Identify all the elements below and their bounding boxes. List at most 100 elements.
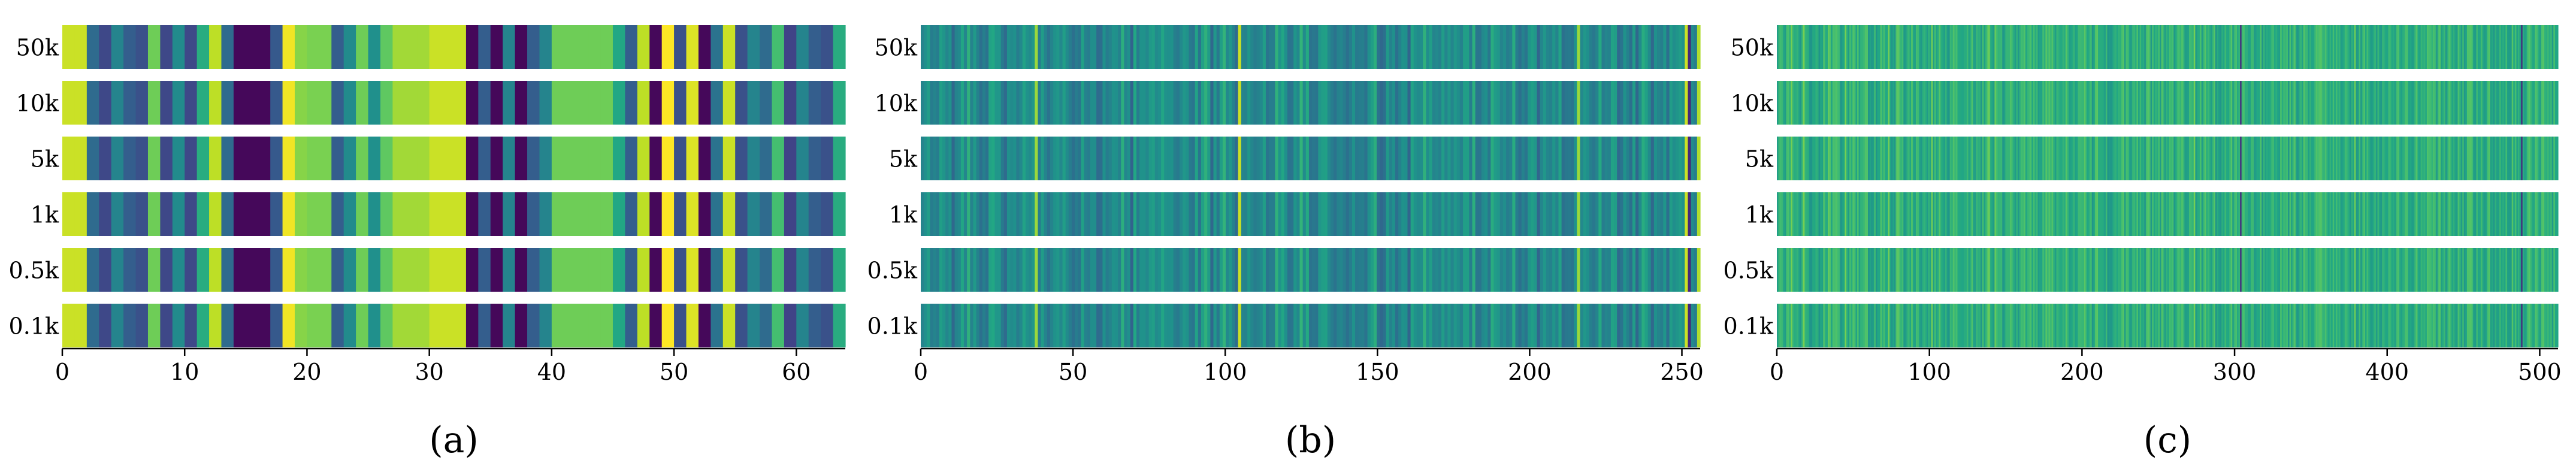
heatmap-cell <box>2471 304 2474 347</box>
heatmap-cell <box>1797 81 1799 125</box>
heatmap-cell <box>2003 304 2006 347</box>
heatmap-cell <box>1835 81 1838 125</box>
heatmap-cell <box>1869 304 1871 347</box>
heatmap-cell <box>1892 81 1895 125</box>
heatmap-cell <box>135 137 149 180</box>
heatmap-cell <box>1857 25 1860 69</box>
heatmap-cell <box>1632 248 1636 292</box>
heatmap-cell <box>1988 81 1991 125</box>
heatmap-cell <box>1936 81 1938 125</box>
heatmap-cell <box>2324 192 2327 236</box>
heatmap-cell <box>2121 248 2123 292</box>
heatmap-row <box>921 192 1701 236</box>
heatmap-cell <box>1598 25 1603 69</box>
heatmap-cell <box>1939 248 1941 292</box>
heatmap-cell <box>772 192 785 236</box>
heatmap-cell <box>1922 304 1924 347</box>
heatmap-cell <box>1832 248 1834 292</box>
heatmap-cell <box>1324 192 1328 236</box>
heatmap-cell <box>1945 81 1948 125</box>
heatmap-cell <box>710 192 724 236</box>
heatmap-cell <box>1891 304 1893 347</box>
heatmap-cell <box>930 248 934 292</box>
heatmap-cell <box>1617 192 1620 236</box>
heatmap-cell <box>747 192 760 236</box>
heatmap-cell <box>1512 248 1516 292</box>
heatmap-cell <box>2152 248 2154 292</box>
heatmap-cell <box>1807 192 1810 236</box>
heatmap-cell <box>1151 304 1156 347</box>
heatmap-cell <box>1478 304 1482 347</box>
heatmap-cell <box>62 137 75 180</box>
heatmap-cell <box>2391 81 2393 125</box>
heatmap-cell <box>2105 81 2108 125</box>
heatmap-cell <box>2489 81 2491 125</box>
heatmap-cell <box>196 81 210 125</box>
heatmap-cell <box>1688 192 1692 236</box>
heatmap-cell <box>2545 248 2548 292</box>
heatmap-cell <box>2519 81 2521 125</box>
heatmap-cell <box>2013 137 2015 180</box>
heatmap-cell <box>954 81 959 125</box>
heatmap-cell <box>2120 137 2122 180</box>
heatmap-cell <box>2091 137 2094 180</box>
heatmap-cell <box>2366 81 2369 125</box>
heatmap-cell <box>833 25 846 69</box>
heatmap-cell <box>1858 248 1861 292</box>
heatmap-cell <box>1441 304 1445 347</box>
heatmap-cell <box>1305 25 1310 69</box>
heatmap-cell <box>1334 137 1337 180</box>
heatmap-cell <box>1035 304 1038 347</box>
heatmap-cell <box>2337 137 2339 180</box>
heatmap-cell <box>1951 248 1954 292</box>
heatmap-cell <box>2507 137 2510 180</box>
heatmap-cell <box>2527 248 2529 292</box>
heatmap-cell <box>1848 137 1850 180</box>
heatmap-cell <box>1985 192 1988 236</box>
heatmap-cell <box>1778 192 1780 236</box>
heatmap-cell <box>1894 248 1897 292</box>
heatmap-cell <box>1290 304 1294 347</box>
heatmap-cell <box>1189 137 1193 180</box>
heatmap-cell <box>1065 81 1069 125</box>
heatmap-cell <box>796 137 809 180</box>
heatmap-cell <box>2431 81 2433 125</box>
heatmap-cell <box>2473 304 2475 347</box>
heatmap-cell <box>1118 192 1121 236</box>
heatmap-cell <box>478 304 491 347</box>
heatmap-cell <box>331 248 344 292</box>
heatmap-cell <box>2102 137 2105 180</box>
heatmap-cell <box>1151 25 1156 69</box>
heatmap-cell <box>2014 25 2017 69</box>
heatmap-cell <box>1564 192 1568 236</box>
heatmap-cell <box>991 192 996 236</box>
heatmap-cell <box>2144 25 2146 69</box>
heatmap-cell <box>539 304 552 347</box>
heatmap-cell <box>2474 304 2477 347</box>
heatmap-cell <box>2230 81 2233 125</box>
heatmap-cell <box>942 192 946 236</box>
heatmap-cell <box>1130 25 1134 69</box>
heatmap-cell <box>2299 304 2301 347</box>
heatmap-cell <box>2278 137 2281 180</box>
heatmap-cell <box>2193 81 2196 125</box>
heatmap-cell <box>2460 81 2463 125</box>
heatmap-cell <box>1302 137 1307 180</box>
heatmap-cell <box>2031 137 2034 180</box>
heatmap-cell <box>2220 81 2222 125</box>
heatmap-cell <box>2309 25 2312 69</box>
heatmap-cell <box>954 248 959 292</box>
heatmap-cell <box>2447 25 2449 69</box>
heatmap-cell <box>2014 248 2017 292</box>
heatmap-cell <box>2419 192 2421 236</box>
heatmap-cell <box>1272 137 1275 180</box>
heatmap-cell <box>2441 192 2443 236</box>
heatmap-cell <box>2294 81 2296 125</box>
heatmap-cell <box>2062 304 2064 347</box>
heatmap-cell <box>1247 137 1251 180</box>
heatmap-cell <box>2246 192 2248 236</box>
heatmap-cell <box>1429 81 1433 125</box>
heatmap-cell <box>1803 304 1805 347</box>
heatmap-cell <box>2295 304 2298 347</box>
heatmap-cell <box>2545 304 2548 347</box>
